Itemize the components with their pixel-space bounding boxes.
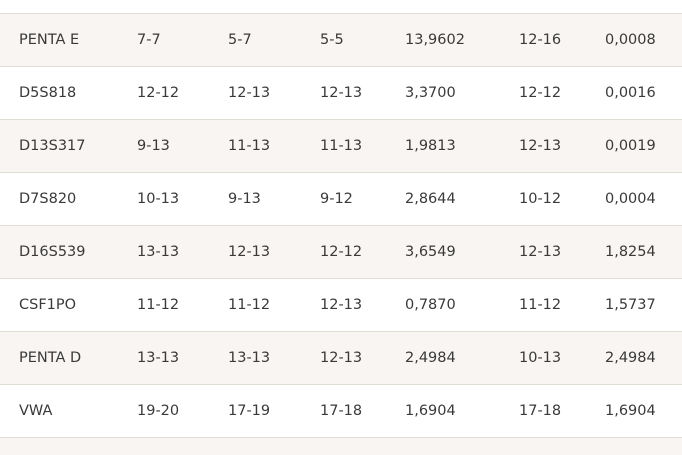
table-row: D13S317 9-13 11-13 11-13 1,9813 12-13 0,… (0, 120, 682, 173)
table-cell: 13-13 (137, 244, 180, 260)
table-cell: 12-13 (320, 85, 363, 101)
table-cell: 11-13 (320, 138, 363, 154)
marker-cell: CSF1PO (19, 297, 77, 313)
table-row: D5S818 12-12 12-13 12-13 3,3700 12-12 0,… (0, 67, 682, 120)
table-cell: 1,6904 (605, 403, 656, 419)
table-row: VWA 19-20 17-19 17-18 1,6904 17-18 1,690… (0, 385, 682, 438)
table-cell: 10-13 (519, 350, 562, 366)
table-cell: 11-12 (137, 297, 180, 313)
table-cell: 12-13 (228, 244, 271, 260)
table-cell: 0,0008 (605, 32, 656, 48)
table-cell: 1,5737 (605, 297, 656, 313)
table-cell: 19-20 (137, 403, 180, 419)
table-cell: 11-12 (519, 297, 562, 313)
table-cell: 7-7 (137, 32, 161, 48)
table-cell: 17-18 (519, 403, 562, 419)
table-cell: 12-13 (320, 297, 363, 313)
table-cell: 13-13 (228, 350, 271, 366)
table-cell: 12-12 (519, 85, 562, 101)
table-top-edge (0, 0, 682, 14)
table-row: D16S539 13-13 12-13 12-12 3,6549 12-13 1… (0, 226, 682, 279)
table-cell: 2,8644 (405, 191, 456, 207)
table-cell: 3,3700 (405, 85, 456, 101)
table-cell: 1,6904 (405, 403, 456, 419)
marker-cell: D16S539 (19, 244, 86, 260)
table-cell: 13,9602 (405, 32, 465, 48)
table-cell: 1,8254 (605, 244, 656, 260)
table-cell: 17-18 (320, 403, 363, 419)
marker-cell: PENTA E (19, 32, 80, 48)
marker-cell: D5S818 (19, 85, 77, 101)
table-cell: 9-13 (137, 138, 170, 154)
table-cell: 9-13 (228, 191, 261, 207)
table-cell: 5-7 (228, 32, 252, 48)
table-cell: 9-12 (320, 191, 353, 207)
table-cell: 5-5 (320, 32, 344, 48)
table-cell: 12-13 (320, 350, 363, 366)
table-row: PENTA E 7-7 5-7 5-5 13,9602 12-16 0,0008 (0, 14, 682, 67)
table-cell: 13-13 (137, 350, 180, 366)
marker-cell: D7S820 (19, 191, 77, 207)
table-cell: 11-13 (228, 138, 271, 154)
table-row: D7S820 10-13 9-13 9-12 2,8644 10-12 0,00… (0, 173, 682, 226)
table-cell: 0,0019 (605, 138, 656, 154)
table-next-row-edge (0, 438, 682, 455)
table-cell: 10-12 (519, 191, 562, 207)
table-cell: 0,7870 (405, 297, 456, 313)
marker-cell: VWA (19, 403, 53, 419)
table-cell: 1,9813 (405, 138, 456, 154)
table-cell: 11-12 (228, 297, 271, 313)
table-cell: 12-12 (137, 85, 180, 101)
table-cell: 2,4984 (405, 350, 456, 366)
table-cell: 12-12 (320, 244, 363, 260)
table-cell: 0,0004 (605, 191, 656, 207)
table-row: PENTA D 13-13 13-13 12-13 2,4984 10-13 2… (0, 332, 682, 385)
table-cell: 2,4984 (605, 350, 656, 366)
table-cell: 17-19 (228, 403, 271, 419)
table-cell: 0,0016 (605, 85, 656, 101)
table-cell: 12-13 (519, 138, 562, 154)
table-cell: 12-16 (519, 32, 562, 48)
table-cell: 3,6549 (405, 244, 456, 260)
table-cell: 12-13 (228, 85, 271, 101)
table-row: CSF1PO 11-12 11-12 12-13 0,7870 11-12 1,… (0, 279, 682, 332)
table-cell: 10-13 (137, 191, 180, 207)
marker-cell: D13S317 (19, 138, 86, 154)
table-cell: 12-13 (519, 244, 562, 260)
marker-cell: PENTA D (19, 350, 82, 366)
